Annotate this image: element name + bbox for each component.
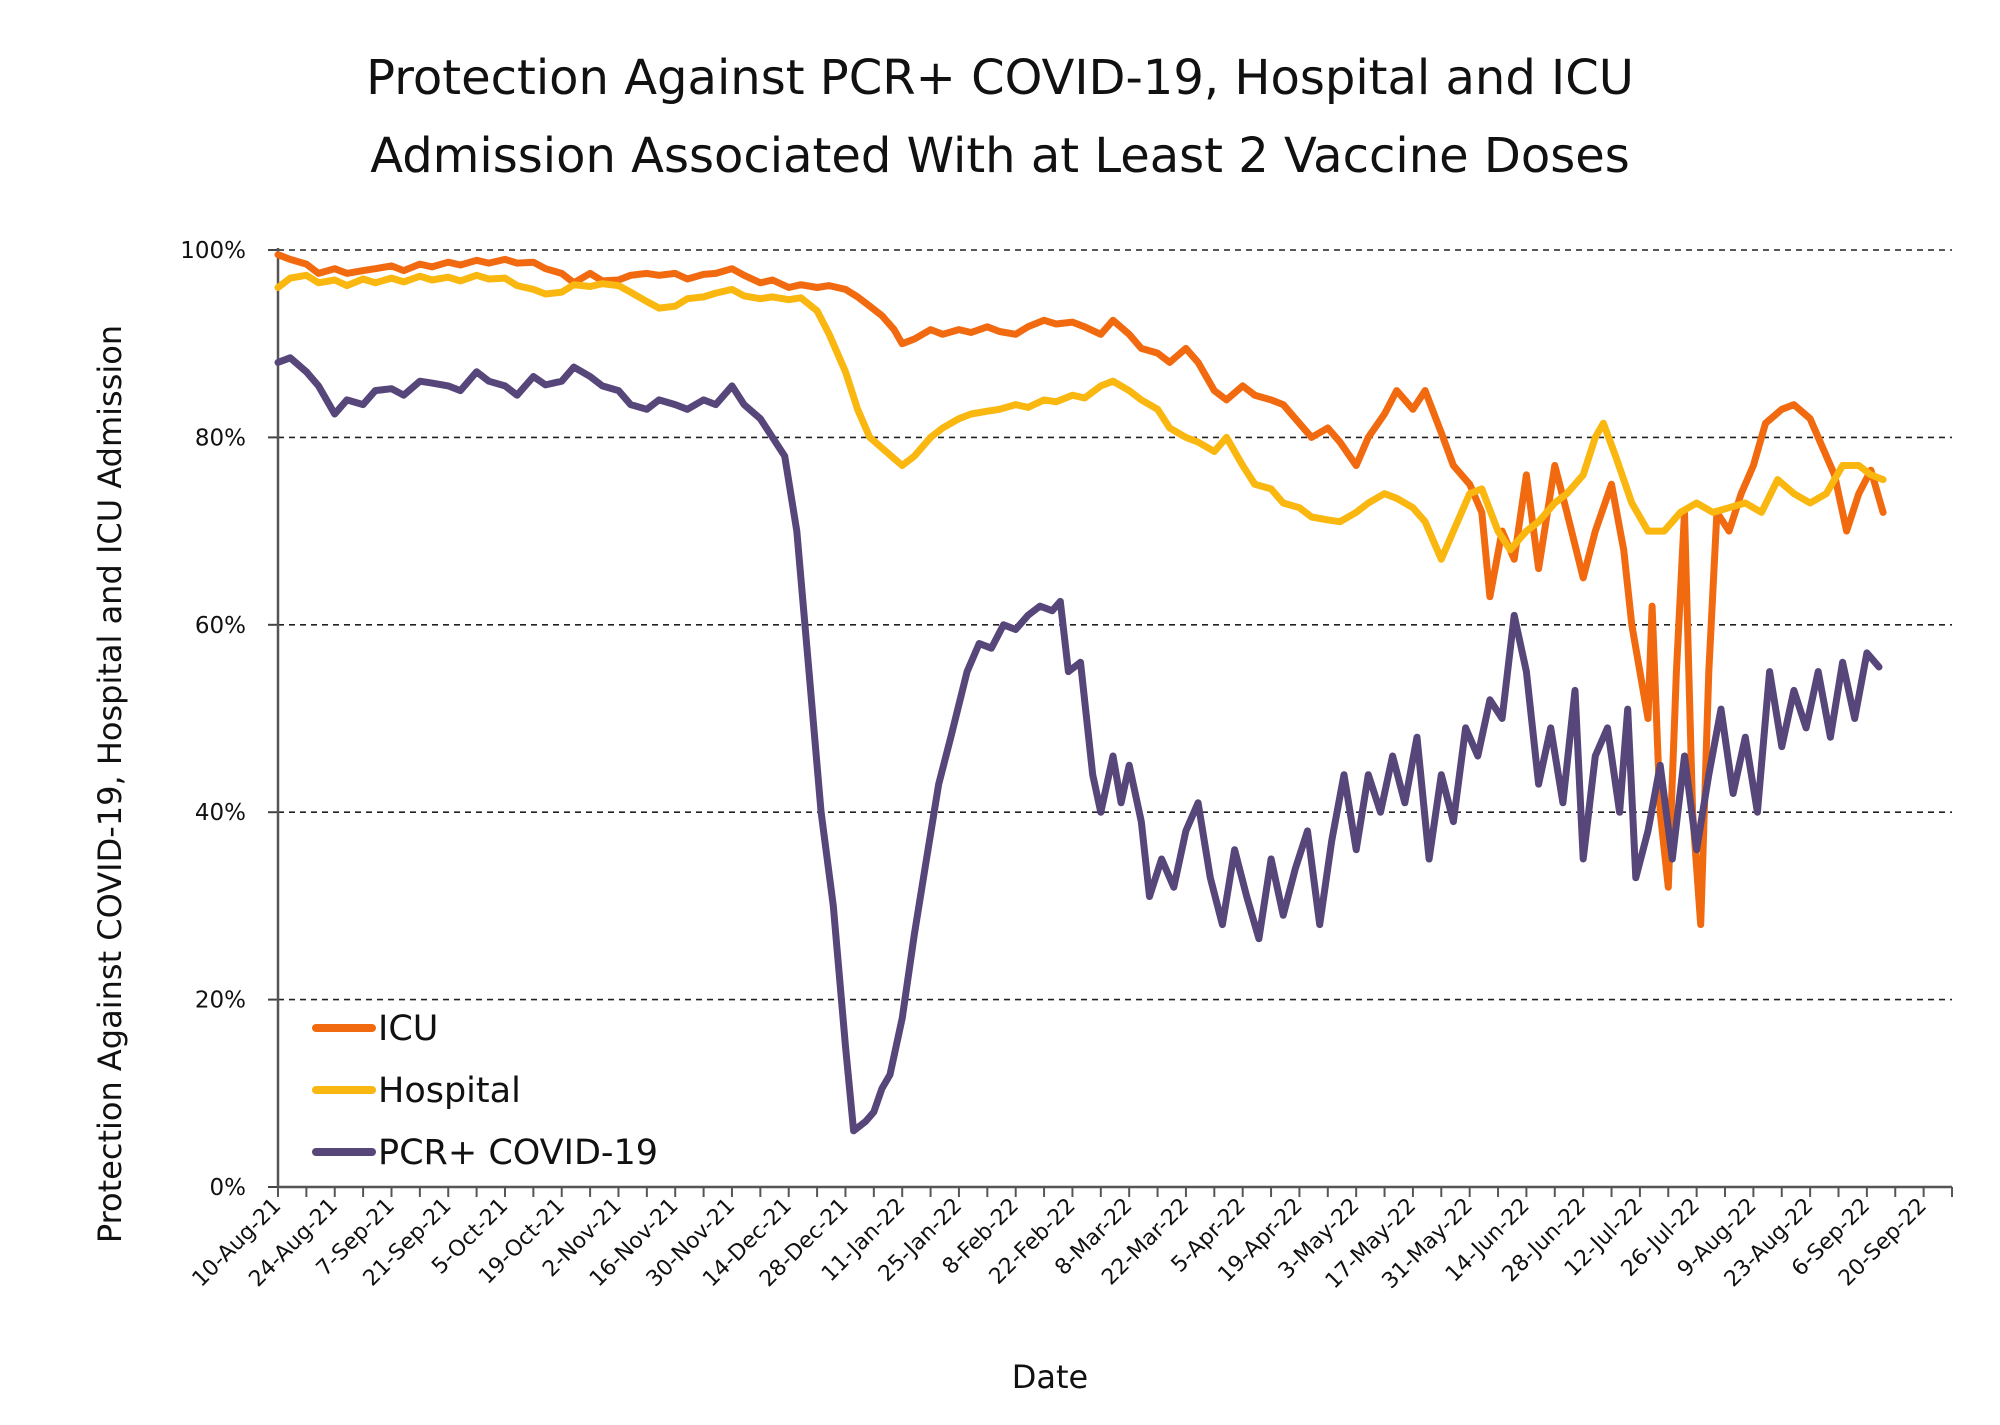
series-layer bbox=[274, 251, 1887, 1135]
legend-label-pcr-covid-19: PCR+ COVID-19 bbox=[378, 1133, 658, 1173]
y-tick-label: 40% bbox=[195, 800, 246, 826]
y-tick-label: 80% bbox=[195, 425, 246, 451]
legend-label-icu: ICU bbox=[378, 1009, 438, 1049]
y-tick-label: 100% bbox=[180, 238, 246, 264]
chart-title-line-2: Admission Associated With at Least 2 Vac… bbox=[370, 128, 1630, 184]
series-line-pcr-covid-19 bbox=[274, 354, 1883, 1135]
series-line-hospital bbox=[274, 271, 1887, 563]
series-line-icu bbox=[274, 251, 1887, 929]
y-tick-label: 0% bbox=[210, 1175, 247, 1201]
y-tick-label: 20% bbox=[195, 988, 246, 1014]
grid-layer bbox=[278, 249, 1952, 1001]
legend: ICU Hospital PCR+ COVID-19 bbox=[312, 1009, 658, 1173]
chart-title-line-1: Protection Against PCR+ COVID-19, Hospit… bbox=[366, 50, 1634, 106]
x-axis-label: Date bbox=[1011, 1358, 1089, 1396]
legend-label-hospital: Hospital bbox=[378, 1071, 521, 1111]
y-tick-label: 60% bbox=[195, 613, 246, 639]
